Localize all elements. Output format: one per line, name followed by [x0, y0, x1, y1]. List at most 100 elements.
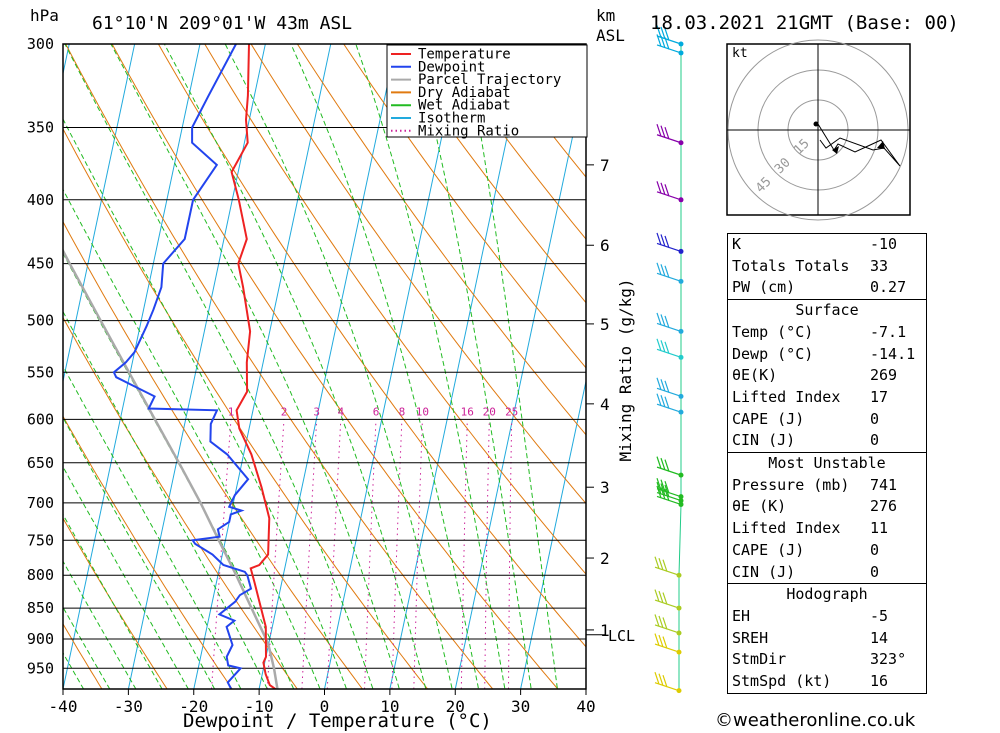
mixing-ratio-label: 10 — [416, 405, 429, 418]
hodograph-arrow — [832, 146, 839, 154]
wind-barb — [656, 377, 682, 397]
pressure-tick-label: 600 — [27, 410, 54, 428]
wet-adiabat-line — [224, 44, 453, 689]
guide-lines — [0, 7, 586, 689]
dry-adiabat-line — [204, 44, 586, 575]
x-tick-label: 10 — [380, 697, 399, 716]
mixing-ratio-axis-title: Mixing Ratio (g/kg) — [616, 278, 635, 461]
x-tick-label: -30 — [114, 697, 143, 716]
pressure-tick-label: 800 — [27, 566, 54, 584]
dry-adiabat-line — [65, 44, 494, 689]
legend-label: Isotherm — [418, 111, 485, 127]
wind-dot — [678, 197, 684, 203]
wind-dot — [676, 630, 682, 636]
wet-adiabat-line — [63, 606, 111, 689]
wind-barb — [654, 671, 680, 692]
wind-dot — [678, 50, 684, 56]
legend-label: Wet Adiabat — [418, 98, 511, 114]
pressure-tick-label: 750 — [27, 531, 54, 549]
mixing-ratio-label: 1 — [228, 405, 235, 418]
wind-barb — [654, 589, 680, 609]
pressure-tick-label: 850 — [27, 599, 54, 617]
pressure-tick-label: 650 — [27, 454, 54, 472]
pressure-unit: hPa — [30, 6, 59, 25]
wind-barb — [656, 393, 682, 413]
wind-barb — [656, 232, 682, 253]
wind-barb — [656, 25, 682, 45]
wind-dot — [676, 688, 682, 694]
pressure-tick-label: 450 — [27, 255, 54, 273]
km-tick-label: 6 — [600, 236, 610, 255]
dry-adiabat-line — [63, 316, 298, 689]
isotherm-line — [585, 686, 586, 689]
wet-adiabat-line — [63, 560, 137, 689]
wind-barb — [656, 34, 682, 54]
hodograph-stats-title: Hodograph — [786, 585, 868, 604]
wet-adiabat-line — [64, 44, 374, 689]
hodograph-stats-section: Hodograph EH -5 SREH 14 StmDir 323° StmSpd … — [727, 584, 927, 694]
wet-adiabat-line — [464, 44, 558, 689]
pressure-tick-label: 700 — [27, 494, 54, 512]
wet-adiabat-line — [355, 44, 506, 689]
footer-credit[interactable]: ©weatheronline.co.uk — [715, 710, 916, 731]
mixing-ratio-line — [460, 419, 468, 689]
mixing-ratio-line — [301, 419, 318, 689]
dewpoint-series — [112, 44, 253, 689]
wet-adiabat-line — [63, 188, 321, 689]
isobar-lines: 300 350 400 450 500 550 600 650 700 750 800 850 900 9… — [27, 35, 586, 677]
wind-dot — [678, 409, 684, 415]
pressure-tick-label: 500 — [27, 312, 54, 330]
dry-adiabat-line — [111, 44, 559, 689]
pressure-tick-label: 300 — [27, 35, 54, 53]
indices-section: K -10 Totals Totals 33 PW (cm) 0.27 — [727, 233, 927, 301]
wind-dot — [678, 248, 684, 254]
surface-section: Surface Temp (°C) -7.1 Dewp (°C) -14.1 θE(… — [727, 300, 927, 454]
wet-adiabat-line — [63, 118, 348, 689]
wind-barb — [656, 124, 682, 144]
dry-adiabat-line — [63, 220, 363, 689]
km-tick-label: 2 — [600, 549, 610, 568]
surface-title: Surface — [795, 301, 859, 320]
isotherm-line — [63, 44, 136, 384]
x-tick-label: 0 — [320, 697, 330, 716]
dry-adiabat-line — [63, 127, 428, 689]
dry-adiabat-line — [157, 44, 586, 648]
temperature-series — [230, 44, 278, 689]
wind-barb — [654, 556, 680, 576]
hodograph-unit: kt — [732, 46, 748, 61]
wind-dot — [678, 328, 684, 334]
asl-label: ASL — [596, 26, 625, 45]
wind-barb — [656, 481, 682, 502]
pressure-tick-label: 900 — [27, 630, 54, 648]
isotherm-line — [193, 44, 332, 689]
mixing-ratio-line — [326, 419, 342, 689]
hodograph-trace — [817, 123, 901, 167]
x-tick-label: -20 — [179, 697, 208, 716]
km-tick-label: 3 — [600, 478, 610, 497]
dry-adiabat-line — [250, 44, 586, 505]
legend-label: Temperature — [418, 47, 511, 63]
mixing-ratio-line — [484, 419, 490, 689]
hodograph-arrow — [877, 141, 885, 149]
wet-adiabat-line — [63, 310, 268, 689]
wind-barb — [656, 485, 682, 506]
wet-adiabat-line — [63, 416, 216, 689]
x-tick-label: -40 — [49, 697, 78, 716]
most-unstable-title: Most Unstable — [768, 454, 886, 473]
isotherm-line — [0, 7, 12, 689]
km-tick-label: 1 — [600, 621, 610, 640]
legend-label: Mixing Ratio — [418, 123, 519, 139]
datetime-label: 18.03.2021 21GMT (Base: 00) — [650, 12, 959, 34]
wind-barb — [656, 262, 682, 282]
wet-adiabat-line — [110, 44, 400, 689]
isotherm-line — [258, 44, 397, 689]
pressure-tick-label: 400 — [27, 191, 54, 209]
x-tick-label: 40 — [576, 697, 595, 716]
wind-barb — [656, 456, 682, 476]
km-tick-label: 4 — [600, 395, 610, 414]
legend-label: Parcel Trajectory — [418, 72, 561, 88]
wind-dot — [676, 572, 682, 578]
wind-dot — [678, 41, 684, 47]
